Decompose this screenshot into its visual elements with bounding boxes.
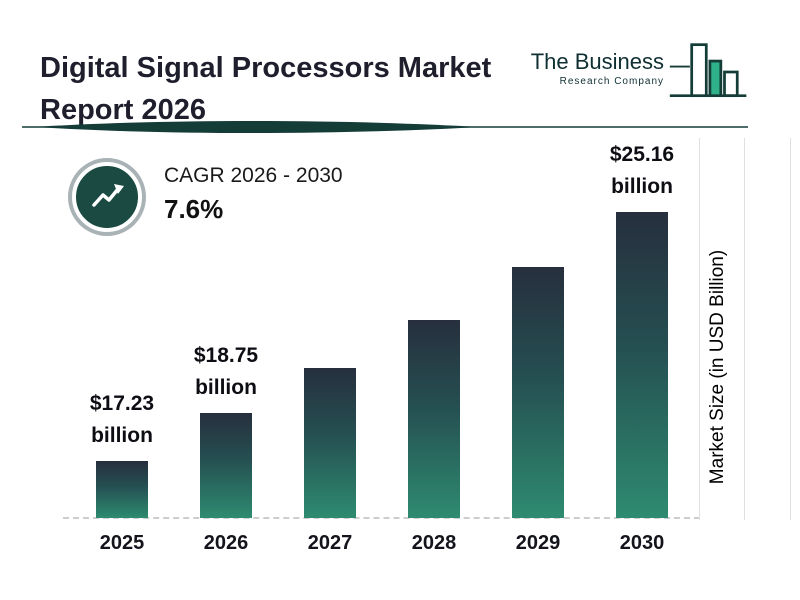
x-axis-label-2028: 2028	[411, 532, 457, 554]
gridline	[699, 138, 700, 520]
bar-2030	[616, 212, 668, 518]
growth-arrow-icon	[72, 162, 142, 232]
cagr-label: CAGR 2026 - 2030	[164, 164, 343, 187]
bar-2028	[408, 320, 460, 518]
bar-chart-logo-icon	[669, 43, 747, 98]
y-axis-label: Market Size (in USD Billion)	[707, 249, 728, 485]
bar-2025	[96, 461, 148, 518]
gridline	[744, 138, 745, 520]
bar-2027	[304, 368, 356, 518]
bar-value-label-2026: $18.75 billion	[193, 344, 259, 399]
cagr-value: 7.6%	[164, 194, 224, 224]
x-axis-label-2025: 2025	[99, 532, 145, 554]
x-axis-label-2026: 2026	[203, 532, 249, 554]
x-axis-baseline	[63, 517, 700, 519]
bar-value-label-2030: $25.16 billion	[609, 143, 675, 198]
logo-line2: Research Company	[559, 76, 664, 88]
company-logo-text: The Business Research Company	[530, 49, 664, 88]
bar-2026	[200, 413, 252, 518]
company-logo: The Business Research Company	[531, 36, 750, 108]
logo-line1: The Business	[530, 49, 664, 74]
x-axis-label-2029: 2029	[515, 532, 561, 554]
section-divider	[22, 121, 748, 133]
cagr-callout: CAGR 2026 - 2030 7.6%	[72, 162, 343, 232]
gridline	[790, 138, 791, 520]
bar-value-label-2025: $17.23 billion	[89, 392, 155, 447]
bar-2029	[512, 267, 564, 518]
page-title: Digital Signal Processors Market Report …	[40, 52, 492, 127]
x-axis-label-2027: 2027	[307, 532, 353, 554]
bar-chart: 2025 $17.23 billion 2026 $18.75 billion 2027 20…	[60, 140, 705, 560]
x-axis-label-2030: 2030	[619, 532, 665, 554]
cagr-text-block: CAGR 2026 - 2030 7.6%	[164, 162, 343, 225]
